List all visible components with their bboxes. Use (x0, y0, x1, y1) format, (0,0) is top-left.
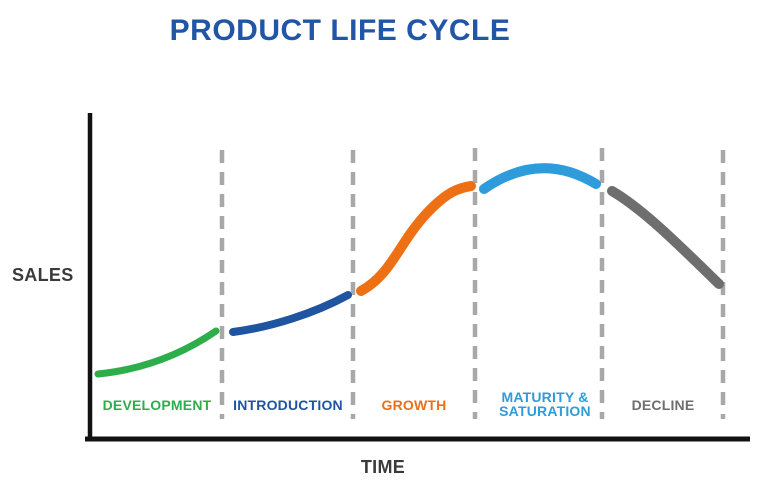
phase-label-growth: GROWTH (381, 397, 447, 413)
phase-label-maturity-saturation: MATURITY & SATURATION (485, 390, 605, 418)
phase-label-maturity-line2: SATURATION (499, 403, 591, 419)
curve-growth (356, 181, 476, 296)
y-axis-label: SALES (12, 265, 74, 285)
page-title: PRODUCT LIFE CYCLE (169, 14, 511, 47)
phase-label-decline: DECLINE (631, 397, 695, 413)
curve-decline (607, 186, 724, 289)
phase-label-introduction: INTRODUCTION (233, 397, 343, 413)
curve-introduction (229, 291, 352, 336)
phase-label-maturity-line1: MATURITY & (501, 389, 589, 405)
curve-maturity-saturation (479, 163, 601, 194)
phase-label-development: DEVELOPMENT (102, 397, 212, 413)
x-axis-label: TIME (360, 457, 406, 477)
curve-development (94, 327, 220, 378)
